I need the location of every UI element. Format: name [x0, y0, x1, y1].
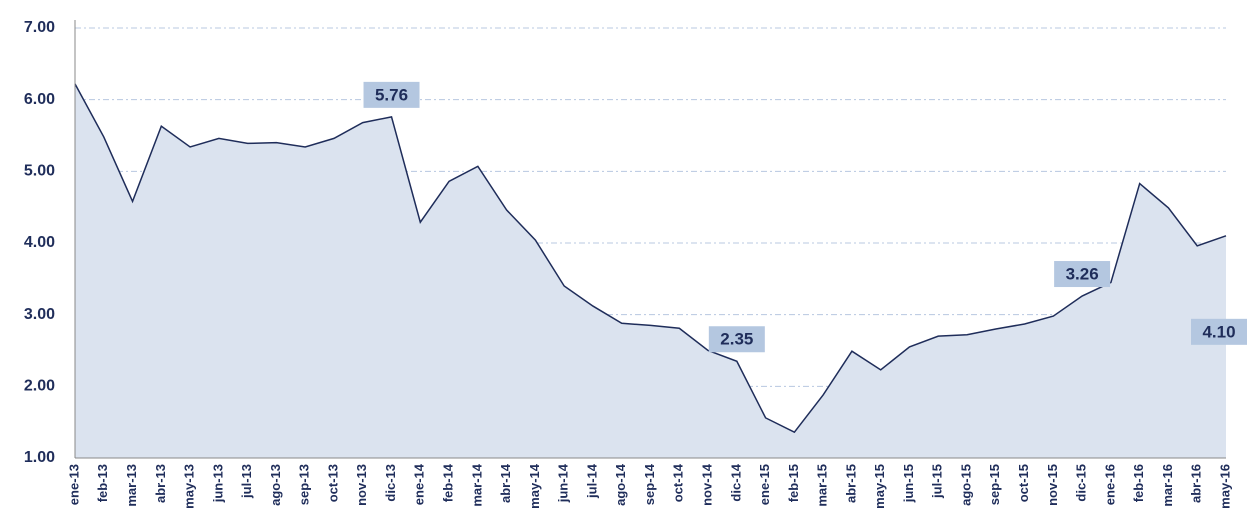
y-tick-label: 3.00: [24, 306, 55, 323]
x-tick-label: dic-14: [728, 463, 743, 501]
x-tick-label: dic-15: [1074, 464, 1089, 502]
x-tick-label: mar-15: [815, 464, 830, 507]
x-tick-label: ene-14: [412, 463, 427, 505]
x-tick-label: jul-13: [239, 464, 254, 499]
x-tick-label: feb-15: [786, 464, 801, 502]
y-tick-label: 4.00: [24, 234, 55, 251]
x-tick-label: sep-15: [987, 464, 1002, 505]
data-label: 3.26: [1066, 265, 1099, 284]
x-tick-label: mar-13: [124, 464, 139, 507]
x-tick-label: abr-16: [1189, 464, 1204, 503]
x-tick-label: may-15: [872, 464, 887, 509]
area: [75, 83, 1226, 459]
x-tick-label: nov-15: [1045, 464, 1060, 506]
x-tick-label: abr-14: [498, 463, 513, 503]
data-label: 5.76: [375, 85, 408, 104]
y-tick-label: 7.00: [24, 19, 55, 36]
y-tick-label: 2.00: [24, 378, 55, 395]
x-tick-label: ene-15: [757, 464, 772, 505]
x-tick-label: jul-15: [930, 464, 945, 499]
y-tick-label: 6.00: [24, 91, 55, 108]
x-tick-label: feb-14: [441, 463, 456, 502]
y-tick-label: 1.00: [24, 449, 55, 466]
x-tick-label: ago-14: [613, 463, 628, 506]
x-tick-label: sep-13: [297, 464, 312, 505]
x-tick-label: may-16: [1217, 464, 1232, 509]
x-tick-label: jul-14: [584, 463, 599, 499]
x-tick-label: jun-15: [901, 464, 916, 503]
data-label: 4.10: [1202, 322, 1235, 341]
x-tick-label: may-13: [182, 464, 197, 509]
x-tick-label: ene-16: [1102, 464, 1117, 505]
data-label-box: [1191, 318, 1247, 345]
x-tick-label: feb-13: [95, 464, 110, 502]
x-tick-label: abr-13: [153, 464, 168, 503]
data-label-box: [363, 81, 420, 108]
x-tick-label: ene-13: [66, 464, 81, 505]
x-tick-label: dic-13: [383, 464, 398, 502]
y-tick-label: 5.00: [24, 163, 55, 180]
x-tick-label: ago-15: [958, 464, 973, 506]
x-tick-label: feb-16: [1131, 464, 1146, 502]
x-tick-label: jun-14: [556, 463, 571, 503]
x-tick-label: sep-14: [642, 463, 657, 505]
x-tick-label: oct-15: [1016, 464, 1031, 502]
x-tick-label: may-14: [527, 463, 542, 509]
data-label: 2.35: [720, 330, 753, 349]
data-label-box: [708, 326, 765, 353]
x-tick-label: ago-13: [268, 464, 283, 506]
x-tick-label: mar-16: [1160, 464, 1175, 507]
x-tick-label: oct-14: [671, 463, 686, 502]
line: [74, 83, 1227, 434]
x-tick-label: jun-13: [210, 464, 225, 503]
x-tick-label: oct-13: [325, 464, 340, 502]
x-tick-label: nov-14: [699, 463, 714, 506]
x-tick-label: mar-14: [469, 463, 484, 506]
x-tick-label: abr-15: [843, 464, 858, 503]
x-tick-label: nov-13: [354, 464, 369, 506]
data-label-box: [1054, 261, 1111, 288]
